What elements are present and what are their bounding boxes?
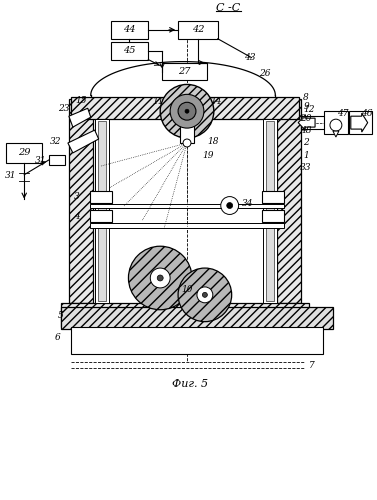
Text: 6: 6 [55,333,61,342]
Bar [162,62,207,80]
Text: 29: 29 [18,148,31,158]
Bar [98,121,106,301]
Circle shape [160,84,214,138]
Text: 2: 2 [303,138,309,147]
Bar [90,224,284,228]
Bar [349,111,372,134]
Text: 11: 11 [152,97,164,106]
Bar [262,210,284,222]
Text: 12: 12 [303,104,315,114]
Text: 7: 7 [309,361,315,370]
Text: 45: 45 [123,46,136,55]
Text: 46: 46 [361,108,372,118]
Text: 10: 10 [181,286,193,294]
Bar [90,210,112,222]
Polygon shape [298,115,315,130]
Text: 14: 14 [210,97,222,106]
Text: 8: 8 [303,93,309,102]
Text: 32: 32 [50,136,62,145]
Bar [49,155,65,165]
Text: 9: 9 [303,102,309,111]
Bar [95,119,109,303]
Text: 23: 23 [58,104,70,112]
Circle shape [150,268,170,288]
Bar [90,204,284,208]
Bar [180,121,194,143]
Bar [61,307,333,328]
Polygon shape [68,130,99,153]
Circle shape [157,275,163,281]
Text: 20: 20 [300,114,312,122]
Bar [301,116,356,129]
Circle shape [330,119,342,131]
Circle shape [178,102,196,120]
Circle shape [185,109,189,113]
Text: 34: 34 [242,199,253,208]
Bar [178,21,218,39]
Text: 4: 4 [74,212,80,221]
Circle shape [170,94,204,128]
Bar [93,119,277,303]
Text: 42: 42 [192,26,204,35]
Polygon shape [351,113,368,132]
Bar [264,119,277,303]
Circle shape [129,246,192,310]
Bar [6,143,42,163]
Text: 5: 5 [58,311,64,320]
Text: 47: 47 [337,108,349,118]
Text: 19: 19 [202,152,214,160]
Text: 1: 1 [303,152,309,160]
Circle shape [227,202,233,208]
Circle shape [178,268,232,322]
Circle shape [197,287,213,303]
Circle shape [202,292,207,298]
Bar [61,303,309,326]
Text: 44: 44 [123,26,136,35]
Text: 27: 27 [178,67,190,76]
Text: 31: 31 [5,171,16,180]
Bar [90,190,112,202]
Bar [324,111,348,134]
Text: 15: 15 [75,96,87,105]
Text: 48: 48 [300,126,312,134]
Bar [110,21,148,39]
Circle shape [183,139,191,147]
Text: 33: 33 [300,164,312,172]
Bar [262,190,284,202]
Text: 31: 31 [35,156,47,166]
Circle shape [221,196,239,214]
Bar [71,326,323,354]
Text: 26: 26 [259,69,270,78]
Polygon shape [333,131,339,137]
Text: 18: 18 [207,136,219,145]
Text: 3: 3 [74,192,80,201]
Bar [71,98,299,119]
Polygon shape [69,108,91,127]
Bar [267,121,274,301]
Text: Фиг. 5: Фиг. 5 [172,379,208,389]
Bar [110,42,148,60]
Text: С -С: С -С [216,3,240,13]
Bar [277,100,301,303]
Text: 43: 43 [244,53,255,62]
Bar [69,100,93,303]
